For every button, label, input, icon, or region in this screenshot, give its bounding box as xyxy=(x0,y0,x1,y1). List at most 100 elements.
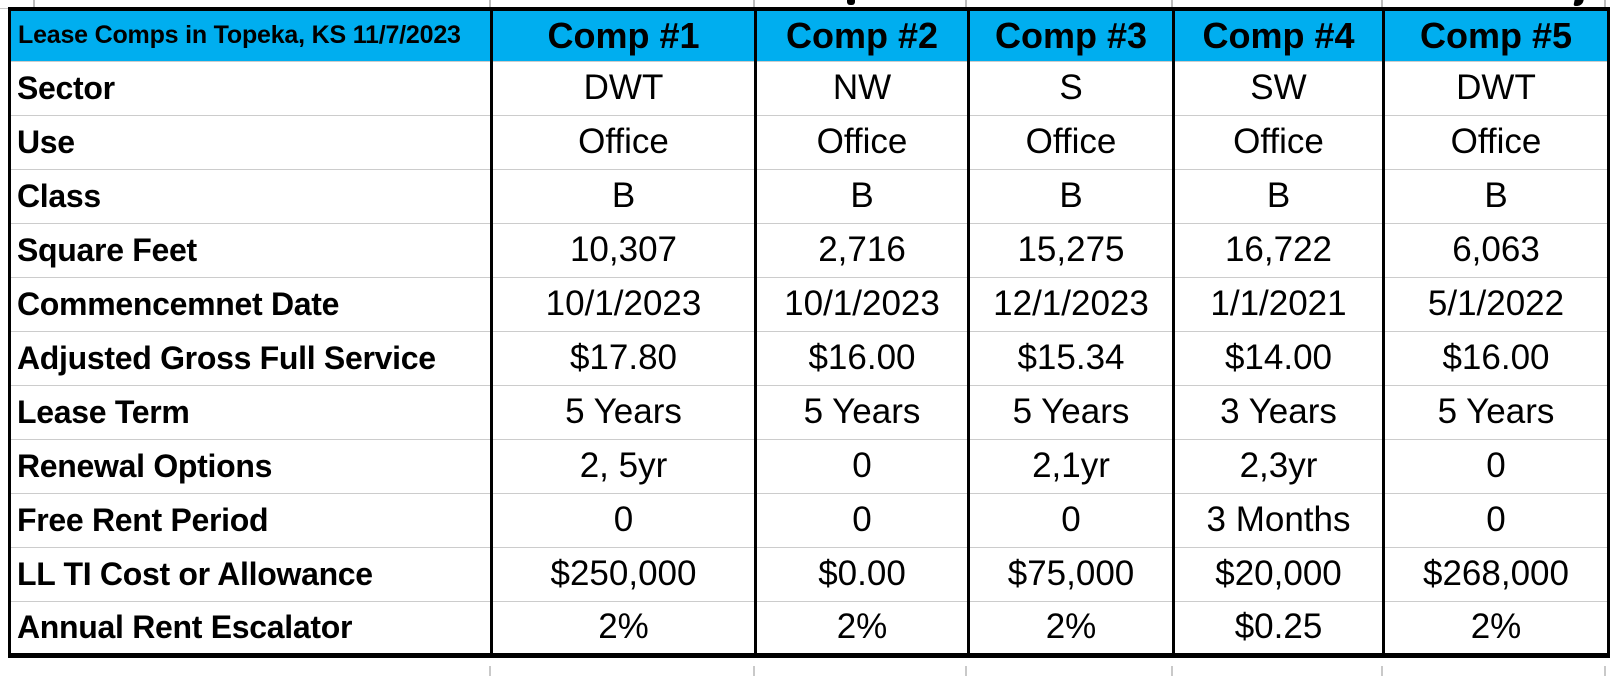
table-row: Square Feet 10,307 2,716 15,275 16,722 6,063 xyxy=(9,222,1609,277)
value-cell[interactable]: Office xyxy=(490,114,756,169)
sheet-gridline-stub xyxy=(965,666,967,676)
table-row: Free Rent Period 0 0 0 3 Months 0 xyxy=(9,492,1609,547)
value-cell[interactable]: $14.00 xyxy=(1172,330,1384,385)
value-cell[interactable]: Office xyxy=(967,114,1174,169)
row-label-cell[interactable]: Adjusted Gross Full Service xyxy=(9,330,492,385)
value-cell[interactable]: $268,000 xyxy=(1382,546,1609,601)
value-cell[interactable]: 5 Years xyxy=(1382,384,1609,439)
value-cell[interactable]: 10/1/2023 xyxy=(754,276,969,331)
value-cell[interactable]: $250,000 xyxy=(490,546,756,601)
text-descender-fragment xyxy=(1573,0,1584,6)
row-label-cell[interactable]: Renewal Options xyxy=(9,438,492,493)
value-cell[interactable]: 2% xyxy=(967,600,1174,655)
sheet-gridline-stub xyxy=(1381,666,1383,676)
value-cell[interactable]: SW xyxy=(1172,60,1384,115)
value-cell[interactable]: 2,716 xyxy=(754,222,969,277)
value-cell[interactable]: $75,000 xyxy=(967,546,1174,601)
table-row: Class B B B B B xyxy=(9,168,1609,223)
table-row: Commencemnet Date 10/1/2023 10/1/2023 12/1/… xyxy=(9,276,1609,331)
value-cell[interactable]: Office xyxy=(754,114,969,169)
row-label-cell[interactable]: Class xyxy=(9,168,492,223)
value-cell[interactable]: 15,275 xyxy=(967,222,1174,277)
value-cell[interactable]: 0 xyxy=(967,492,1174,547)
table-row: Sector DWT NW S SW DWT xyxy=(9,60,1609,115)
table-row: Renewal Options 2, 5yr 0 2,1yr 2,3yr 0 xyxy=(9,438,1609,493)
value-cell[interactable]: Office xyxy=(1172,114,1384,169)
value-cell[interactable]: 5/1/2022 xyxy=(1382,276,1609,331)
row-label-cell[interactable]: Free Rent Period xyxy=(9,492,492,547)
row-label-cell[interactable]: Annual Rent Escalator xyxy=(9,600,492,655)
sheet-gridline-stub xyxy=(33,0,35,7)
sheet-gridline-stub xyxy=(489,666,491,676)
value-cell[interactable]: 5 Years xyxy=(490,384,756,439)
value-cell[interactable]: 16,722 xyxy=(1172,222,1384,277)
row-label-cell[interactable]: LL TI Cost or Allowance xyxy=(9,546,492,601)
value-cell[interactable]: 0 xyxy=(754,492,969,547)
text-descender-fragment xyxy=(847,0,855,5)
sheet-gridline-stub xyxy=(965,0,967,7)
value-cell[interactable]: Office xyxy=(1382,114,1609,169)
value-cell[interactable]: $16.00 xyxy=(754,330,969,385)
value-cell[interactable]: 2,1yr xyxy=(967,438,1174,493)
sheet-gridline-stub xyxy=(1171,666,1173,676)
value-cell[interactable]: 0 xyxy=(1382,492,1609,547)
value-cell[interactable]: NW xyxy=(754,60,969,115)
value-cell[interactable]: 2, 5yr xyxy=(490,438,756,493)
sheet-gridline-stub xyxy=(1381,0,1383,7)
value-cell[interactable]: 2,3yr xyxy=(1172,438,1384,493)
value-cell[interactable]: 0 xyxy=(754,438,969,493)
value-cell[interactable]: 2% xyxy=(490,600,756,655)
value-cell[interactable]: $15.34 xyxy=(967,330,1174,385)
row-label-cell[interactable]: Commencemnet Date xyxy=(9,276,492,331)
value-cell[interactable]: B xyxy=(967,168,1174,223)
row-label-cell[interactable]: Square Feet xyxy=(9,222,492,277)
row-label-cell[interactable]: Sector xyxy=(9,60,492,115)
value-cell[interactable]: 6,063 xyxy=(1382,222,1609,277)
comp-header-cell[interactable]: Comp #2 xyxy=(754,9,969,61)
value-cell[interactable]: DWT xyxy=(490,60,756,115)
value-cell[interactable]: 1/1/2021 xyxy=(1172,276,1384,331)
sheet-gridline-stub xyxy=(1604,666,1606,676)
table-header-row: Lease Comps in Topeka, KS 11/7/2023 Comp… xyxy=(9,9,1609,61)
comp-header-cell[interactable]: Comp #1 xyxy=(490,9,756,61)
comp-header-cell[interactable]: Comp #3 xyxy=(967,9,1174,61)
table-title-cell[interactable]: Lease Comps in Topeka, KS 11/7/2023 xyxy=(9,9,492,61)
value-cell[interactable]: S xyxy=(967,60,1174,115)
comp-header-cell[interactable]: Comp #5 xyxy=(1382,9,1609,61)
value-cell[interactable]: $20,000 xyxy=(1172,546,1384,601)
row-label-cell[interactable]: Use xyxy=(9,114,492,169)
value-cell[interactable]: $0.00 xyxy=(754,546,969,601)
value-cell[interactable]: B xyxy=(754,168,969,223)
value-cell[interactable]: 3 Months xyxy=(1172,492,1384,547)
value-cell[interactable]: 3 Years xyxy=(1172,384,1384,439)
value-cell[interactable]: DWT xyxy=(1382,60,1609,115)
table-row: Annual Rent Escalator 2% 2% 2% $0.25 2% xyxy=(9,600,1609,655)
value-cell[interactable]: $17.80 xyxy=(490,330,756,385)
value-cell[interactable]: 0 xyxy=(1382,438,1609,493)
row-label-cell[interactable]: Lease Term xyxy=(9,384,492,439)
table-row: Lease Term 5 Years 5 Years 5 Years 3 Years 5 … xyxy=(9,384,1609,439)
value-cell[interactable]: 10,307 xyxy=(490,222,756,277)
value-cell[interactable]: B xyxy=(490,168,756,223)
value-cell[interactable]: B xyxy=(1172,168,1384,223)
table-row: LL TI Cost or Allowance $250,000 $0.00 $75,… xyxy=(9,546,1609,601)
lease-comps-table: Lease Comps in Topeka, KS 11/7/2023 Comp… xyxy=(8,7,1610,658)
sheet-gridline-stub xyxy=(1604,0,1606,7)
value-cell[interactable]: 0 xyxy=(490,492,756,547)
value-cell[interactable]: 2% xyxy=(1382,600,1609,655)
value-cell[interactable]: 12/1/2023 xyxy=(967,276,1174,331)
value-cell[interactable]: $16.00 xyxy=(1382,330,1609,385)
value-cell[interactable]: B xyxy=(1382,168,1609,223)
sheet-gridline-stub xyxy=(1171,0,1173,7)
value-cell[interactable]: 10/1/2023 xyxy=(490,276,756,331)
value-cell[interactable]: 5 Years xyxy=(967,384,1174,439)
table-row: Use Office Office Office Office Office xyxy=(9,114,1609,169)
comp-header-cell[interactable]: Comp #4 xyxy=(1172,9,1384,61)
sheet-gridline-stub xyxy=(753,666,755,676)
value-cell[interactable]: 2% xyxy=(754,600,969,655)
value-cell[interactable]: 5 Years xyxy=(754,384,969,439)
value-cell[interactable]: $0.25 xyxy=(1172,600,1384,655)
table-body: Sector DWT NW S SW DWT Use Office Office Office Of… xyxy=(9,60,1609,655)
sheet-gridline-stub xyxy=(0,8,8,9)
